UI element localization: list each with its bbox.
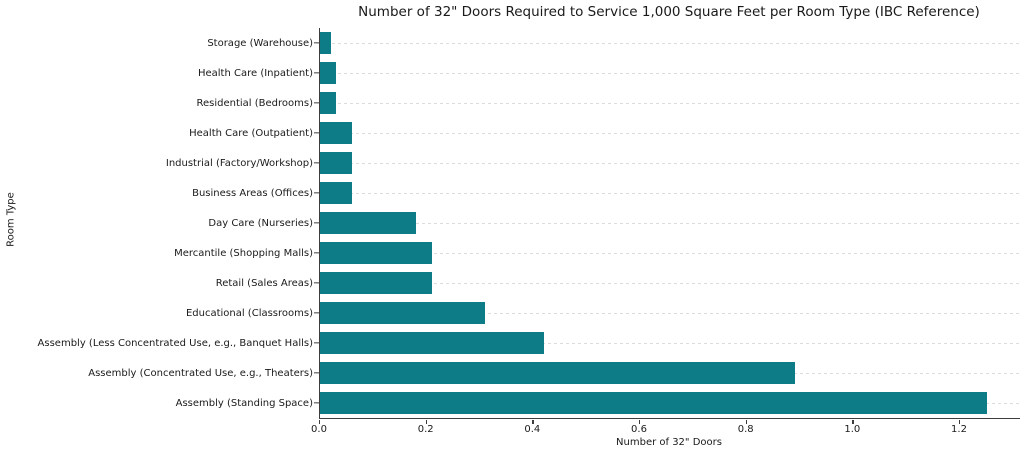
category-label: Day Care (Nurseries) <box>208 217 313 229</box>
bar-row <box>313 148 1020 178</box>
bar-row <box>313 58 1020 88</box>
y-tick <box>313 42 319 44</box>
bar-row <box>313 358 1020 388</box>
gridline <box>320 193 1020 194</box>
bar <box>320 182 352 204</box>
category-label: Residential (Bedrooms) <box>196 97 313 109</box>
gridline <box>320 223 1020 224</box>
y-tick <box>313 102 319 104</box>
category-label: Assembly (Concentrated Use, e.g., Theate… <box>88 367 313 379</box>
bar-row <box>313 118 1020 148</box>
category-label: Mercantile (Shopping Malls) <box>174 247 313 259</box>
bar-row <box>313 298 1020 328</box>
bar <box>320 62 336 84</box>
y-tick <box>313 312 319 314</box>
gridline <box>320 133 1020 134</box>
bar <box>320 242 432 264</box>
category-label: Health Care (Inpatient) <box>197 67 313 79</box>
category-label: Retail (Sales Areas) <box>215 277 313 289</box>
bar-row <box>313 208 1020 238</box>
y-tick <box>313 342 319 344</box>
bar <box>320 362 795 384</box>
x-tick <box>319 419 321 424</box>
y-tick <box>313 372 319 374</box>
category-label: Assembly (Less Concentrated Use, e.g., B… <box>37 337 313 349</box>
bar <box>320 392 987 414</box>
bar-row <box>313 178 1020 208</box>
x-tick-label: 0.0 <box>311 424 327 435</box>
category-labels: Storage (Warehouse) Health Care (Inpatien… <box>0 28 313 418</box>
bar <box>320 122 352 144</box>
y-tick <box>313 192 319 194</box>
y-tick <box>313 132 319 134</box>
x-tick-label: 1.2 <box>951 424 967 435</box>
bar-row <box>313 238 1020 268</box>
x-tick <box>745 419 747 424</box>
bar-row <box>313 88 1020 118</box>
y-tick <box>313 222 319 224</box>
category-label: Educational (Classrooms) <box>185 307 313 319</box>
bar-row <box>313 28 1020 58</box>
plot-area <box>313 28 1020 419</box>
x-tick-label: 0.2 <box>417 424 434 435</box>
category-label: Health Care (Outpatient) <box>189 127 313 139</box>
bar <box>320 32 331 54</box>
x-tick <box>852 419 854 424</box>
gridline <box>320 343 1020 344</box>
category-label: Industrial (Factory/Workshop) <box>165 157 313 169</box>
bar <box>320 332 544 354</box>
y-tick <box>313 402 319 404</box>
gridline <box>320 43 1020 44</box>
x-tick <box>639 419 641 424</box>
gridline <box>320 253 1020 254</box>
gridline <box>320 103 1020 104</box>
y-tick <box>313 162 319 164</box>
y-tick <box>313 72 319 74</box>
y-tick <box>313 282 319 284</box>
gridline <box>320 313 1020 314</box>
bar <box>320 212 416 234</box>
category-label: Storage (Warehouse) <box>207 37 313 49</box>
gridline <box>320 73 1020 74</box>
x-tick-label: 1.0 <box>844 424 861 435</box>
bar <box>320 302 486 324</box>
category-label: Assembly (Standing Space) <box>175 397 313 409</box>
x-tick-label: 0.6 <box>631 424 647 435</box>
category-label: Business Areas (Offices) <box>192 187 313 199</box>
x-tick <box>532 419 534 424</box>
x-tick <box>959 419 961 424</box>
x-tick-label: 0.8 <box>737 424 754 435</box>
bar-row <box>313 268 1020 298</box>
x-axis-label: Number of 32" Doors <box>616 437 722 448</box>
y-tick <box>313 252 319 254</box>
bar-row <box>313 388 1020 418</box>
x-tick <box>425 419 427 424</box>
gridline <box>320 163 1020 164</box>
bar <box>320 272 432 294</box>
bar <box>320 152 352 174</box>
chart-title: Number of 32" Doors Required to Service … <box>358 4 980 20</box>
bar <box>320 92 336 114</box>
bar-row <box>313 328 1020 358</box>
gridline <box>320 283 1020 284</box>
x-tick-label: 0.4 <box>524 424 541 435</box>
